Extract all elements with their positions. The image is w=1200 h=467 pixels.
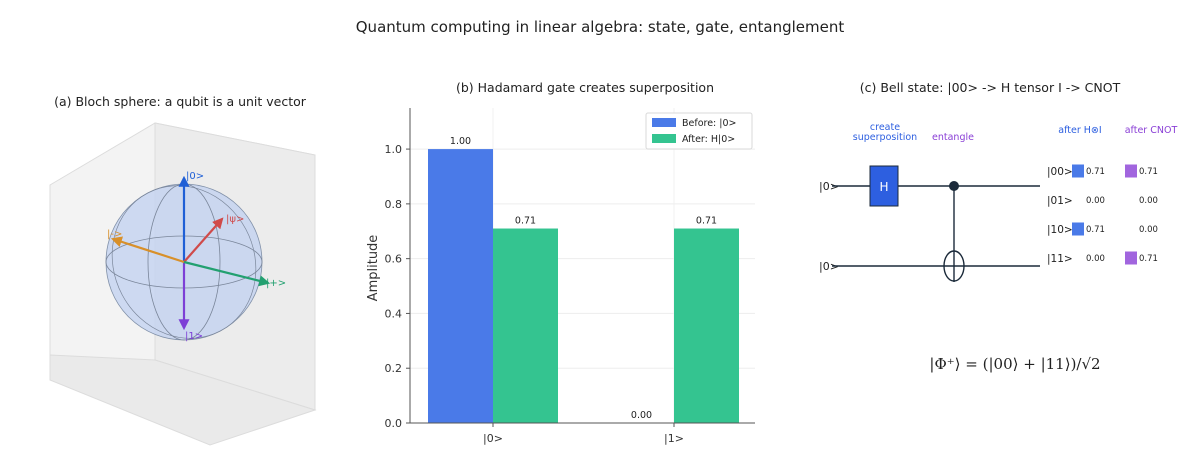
step-create-label-line2: superposition: [853, 132, 917, 143]
y-tick-label: 0.4: [385, 307, 403, 320]
bar-panel-title: (b) Hadamard gate creates superposition: [455, 80, 714, 95]
cnot-target: [943, 250, 965, 282]
col-head-after-h: after H⊗I: [1058, 125, 1101, 136]
bar-after-0: [493, 228, 558, 423]
bloch-vector-plus: [183, 260, 271, 287]
state-label: |00>: [1047, 166, 1073, 178]
step-entangle-label: entangle: [932, 132, 974, 143]
h-gate-label: H: [879, 180, 888, 194]
legend-swatch-before: [652, 118, 676, 127]
state-label: |11>: [1047, 253, 1073, 265]
bloch-box-floor: [49, 354, 317, 446]
legend-label-before: Before: |0>: [682, 118, 737, 129]
bar-after-1: [674, 228, 739, 423]
y-tick-label: 0.2: [385, 362, 403, 375]
cnot-control-dot: [949, 181, 959, 191]
amp-value-after-h: 0.71: [1086, 225, 1105, 235]
bloch-panel-title: (a) Bloch sphere: a qubit is a unit vect…: [54, 94, 306, 109]
y-axis-label: Amplitude: [366, 235, 381, 302]
legend-swatch-after: [652, 134, 676, 143]
amp-value-after-cnot: 0.71: [1139, 167, 1158, 177]
y-tick-label: 0.6: [385, 253, 403, 266]
bloch-vector-minus: [110, 236, 185, 264]
bar-value-label: 0.00: [631, 410, 652, 421]
amp-value-after-h: 0.00: [1086, 196, 1105, 206]
bloch-label-plus: |+>: [266, 278, 286, 289]
bar-value-label: 0.71: [515, 216, 536, 227]
wire-2-label: |0>: [819, 260, 839, 273]
y-tick-label: 1.0: [385, 143, 403, 156]
amp-value-after-cnot: 0.00: [1139, 225, 1158, 235]
bloch-label-psi: |ψ>: [226, 214, 244, 225]
amp-value-after-cnot: 0.71: [1139, 254, 1158, 264]
amp-bar-after-h: [1072, 164, 1084, 178]
step-create-label-line1: create: [870, 122, 900, 133]
state-label: |01>: [1047, 195, 1073, 207]
bloch-label-minus: |->: [107, 229, 122, 240]
bell-state-formula: |Φ⁺⟩ = (|00⟩ + |11⟩)/√2: [929, 355, 1101, 373]
bloch-meridian-2: [111, 185, 257, 339]
amp-bar-after-h: [1072, 222, 1084, 236]
y-tick-label: 0.8: [385, 198, 403, 211]
h-gate: [869, 165, 899, 207]
bloch-label-ket0: |0>: [186, 171, 204, 182]
bar-value-label: 1.00: [450, 136, 471, 147]
amp-value-after-h: 0.71: [1086, 167, 1105, 177]
bell-circuit-panel: create superposition entangle |0> |0> H …: [819, 122, 1178, 282]
bloch-label-ket1: |1>: [185, 331, 203, 342]
bar-value-label: 0.71: [696, 216, 717, 227]
amp-value-after-cnot: 0.00: [1139, 196, 1158, 206]
figure-title: Quantum computing in linear algebra: sta…: [355, 18, 845, 36]
hadamard-bar-chart: 1.00 0.00 0.71 0.71 0.0 0.2 0.4 0.6 0.8 1.0 |0> |1…: [366, 108, 755, 445]
amp-bar-after-cnot: [1125, 251, 1137, 265]
amp-bar-after-cnot: [1125, 164, 1137, 178]
x-tick-label: |0>: [483, 432, 503, 445]
circuit-panel-title: (c) Bell state: |00> -> H tensor I -> CN…: [859, 80, 1121, 95]
amp-value-after-h: 0.00: [1086, 254, 1105, 264]
wire-1-label: |0>: [819, 180, 839, 193]
legend-label-after: After: H|0>: [682, 134, 735, 145]
col-head-after-cnot: after CNOT: [1125, 125, 1178, 136]
bloch-sphere-panel: |0> |1> |ψ> |-> |+>: [49, 122, 317, 446]
bar-before-0: [428, 149, 493, 423]
bloch-vector-psi: [183, 217, 224, 263]
y-tick-label: 0.0: [385, 417, 403, 430]
state-label: |10>: [1047, 224, 1073, 236]
x-tick-label: |1>: [664, 432, 684, 445]
legend: Before: |0> After: H|0>: [645, 112, 753, 150]
